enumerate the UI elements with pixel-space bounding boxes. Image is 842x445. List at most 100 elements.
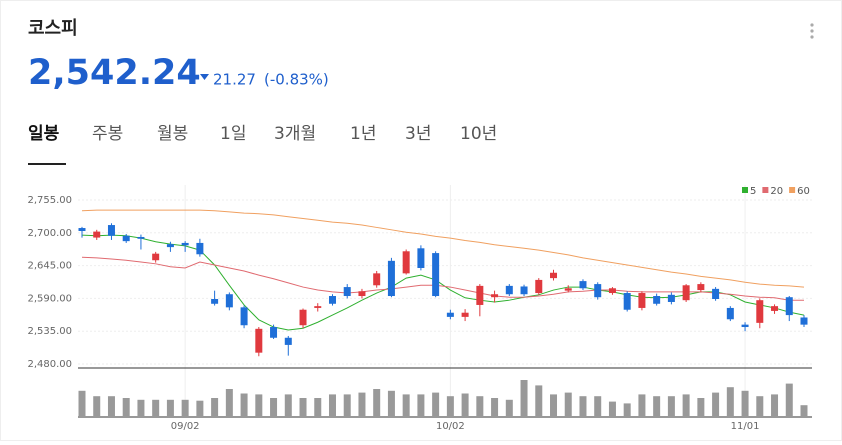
y-tick-label: 2,700.00	[27, 228, 72, 239]
volume-bar	[432, 392, 440, 416]
title: 코스피	[28, 18, 78, 39]
volume-bar	[653, 396, 661, 416]
volume-bar	[623, 403, 631, 416]
volume-bar	[564, 392, 572, 416]
candle-body	[225, 294, 233, 308]
volume-bar	[270, 398, 278, 416]
volume-bar	[608, 401, 616, 416]
y-tick-label: 2,645.00	[27, 261, 72, 272]
candle-body	[328, 296, 336, 304]
candle-body	[476, 285, 484, 305]
volume-bar	[550, 394, 558, 416]
candle-body	[343, 287, 351, 297]
candle-body	[638, 293, 646, 308]
candle-body	[93, 231, 101, 238]
volume-bar	[284, 394, 292, 416]
candle-body	[756, 300, 764, 323]
candle-body	[682, 285, 690, 301]
candle-body	[270, 327, 278, 338]
volume-bar	[505, 399, 513, 416]
volume-bar	[491, 398, 499, 416]
x-tick-label: 09/02	[171, 421, 200, 432]
candle-body	[446, 312, 454, 317]
volume-bar	[579, 396, 587, 416]
tab[interactable]: 1년	[350, 124, 376, 144]
volume-bar	[594, 396, 602, 416]
volume-bar	[328, 394, 336, 416]
volume-bar	[255, 394, 263, 416]
candle-body	[402, 251, 410, 274]
volume-bar	[712, 392, 720, 416]
candle-body	[461, 312, 469, 317]
legend-label: 20	[770, 186, 783, 197]
tab[interactable]: 3년	[405, 124, 431, 144]
volume-bar	[771, 394, 779, 416]
tab[interactable]: 주봉	[92, 124, 123, 144]
candle-body	[697, 284, 705, 291]
candle-body	[240, 307, 248, 326]
candle-body	[667, 294, 675, 302]
volume-bar	[535, 385, 543, 416]
volume-bar	[638, 394, 646, 416]
candle-body	[358, 291, 366, 297]
y-tick-label: 2,590.00	[27, 293, 72, 304]
candle-body	[771, 306, 779, 311]
volume-bar	[741, 390, 749, 416]
candle-body	[623, 293, 631, 310]
volume-bar	[299, 398, 307, 416]
volume-bar	[682, 394, 690, 416]
tab[interactable]: 1일	[220, 124, 246, 144]
candle-body	[417, 248, 425, 268]
volume-bar	[785, 383, 793, 416]
volume-bar	[166, 399, 174, 416]
volume-bar	[314, 398, 322, 416]
candle-body	[491, 294, 499, 298]
volume-bar	[196, 400, 204, 416]
tab[interactable]: 3개월	[274, 124, 316, 144]
legend-swatch	[742, 187, 748, 193]
candle-body	[726, 307, 734, 320]
volume-bar	[402, 394, 410, 416]
candle-body	[137, 236, 145, 239]
tab[interactable]: 월봉	[157, 124, 188, 144]
x-tick-label: 11/01	[731, 421, 760, 432]
volume-bar	[520, 380, 528, 416]
candle-body	[579, 281, 587, 289]
volume-bar	[800, 405, 808, 416]
y-tick-label: 2,755.00	[27, 195, 72, 206]
volume-bar	[122, 398, 130, 416]
volume-bar	[387, 390, 395, 416]
candle-body	[166, 244, 174, 248]
candle-body	[712, 288, 720, 299]
volume-bar	[417, 394, 425, 416]
candle-body	[594, 284, 602, 298]
candle-body	[741, 324, 749, 328]
candle-body	[211, 298, 219, 304]
legend-label: 5	[750, 186, 756, 197]
volume-bar	[152, 399, 160, 416]
candle-body	[299, 309, 307, 326]
change-percent: (-0.83%)	[264, 71, 329, 89]
candle-body	[122, 235, 130, 242]
candle-body	[535, 279, 543, 294]
x-tick-label: 10/02	[436, 421, 465, 432]
volume-bar	[697, 398, 705, 416]
candle-body	[520, 286, 528, 295]
tab[interactable]: 일봉	[28, 124, 60, 144]
tab[interactable]: 10년	[460, 124, 497, 144]
volume-bar	[211, 398, 219, 416]
down-arrow	[200, 74, 209, 80]
volume-bar	[373, 389, 381, 416]
volume-bar	[476, 396, 484, 416]
candle-body	[373, 273, 381, 286]
more-button[interactable]	[810, 23, 814, 39]
volume-bar	[107, 396, 115, 416]
candle-body	[152, 253, 160, 261]
volume-bar	[343, 394, 351, 416]
candle-body	[608, 288, 616, 294]
candle-body	[284, 337, 292, 345]
volume-bar	[446, 396, 454, 416]
